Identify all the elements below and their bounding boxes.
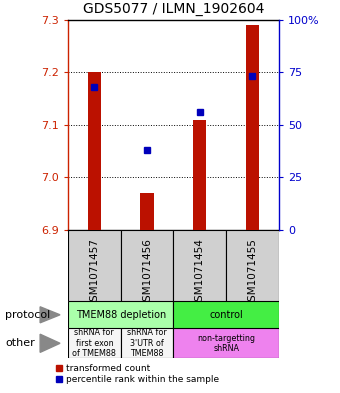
Bar	[68, 301, 173, 328]
Text: GSM1071457: GSM1071457	[89, 239, 99, 308]
Bar	[88, 72, 101, 230]
Text: protocol: protocol	[5, 310, 50, 320]
Bar	[121, 328, 173, 358]
Bar	[68, 230, 121, 301]
Bar	[173, 328, 279, 358]
Legend: transformed count, percentile rank within the sample: transformed count, percentile rank withi…	[55, 364, 220, 384]
Title: GDS5077 / ILMN_1902604: GDS5077 / ILMN_1902604	[83, 2, 264, 16]
Bar	[121, 230, 173, 301]
Text: GSM1071454: GSM1071454	[195, 239, 205, 308]
Bar	[193, 119, 206, 230]
Text: TMEM88 depletion: TMEM88 depletion	[75, 310, 166, 320]
Text: shRNA for
3'UTR of
TMEM88: shRNA for 3'UTR of TMEM88	[127, 329, 167, 358]
Bar	[140, 193, 154, 230]
Bar	[226, 230, 279, 301]
Text: shRNA for
first exon
of TMEM88: shRNA for first exon of TMEM88	[72, 329, 116, 358]
Text: non-targetting
shRNA: non-targetting shRNA	[197, 334, 255, 353]
Bar	[173, 301, 279, 328]
Bar	[246, 25, 259, 230]
Text: GSM1071455: GSM1071455	[248, 239, 257, 308]
Bar	[173, 230, 226, 301]
Bar	[68, 328, 121, 358]
Polygon shape	[40, 307, 60, 323]
Text: control: control	[209, 310, 243, 320]
Polygon shape	[40, 334, 60, 353]
Text: GSM1071456: GSM1071456	[142, 239, 152, 308]
Text: other: other	[5, 338, 35, 348]
